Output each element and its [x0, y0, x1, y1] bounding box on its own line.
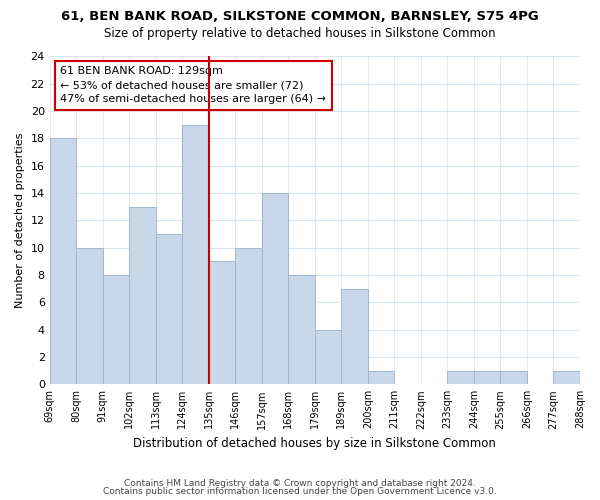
Bar — [129, 206, 156, 384]
Text: Contains public sector information licensed under the Open Government Licence v3: Contains public sector information licen… — [103, 487, 497, 496]
Bar — [368, 370, 394, 384]
Bar — [156, 234, 182, 384]
Bar — [76, 248, 103, 384]
Bar — [235, 248, 262, 384]
Bar — [289, 275, 315, 384]
Text: Size of property relative to detached houses in Silkstone Common: Size of property relative to detached ho… — [104, 28, 496, 40]
Text: Contains HM Land Registry data © Crown copyright and database right 2024.: Contains HM Land Registry data © Crown c… — [124, 478, 476, 488]
X-axis label: Distribution of detached houses by size in Silkstone Common: Distribution of detached houses by size … — [133, 437, 496, 450]
Bar — [182, 125, 209, 384]
Text: 61, BEN BANK ROAD, SILKSTONE COMMON, BARNSLEY, S75 4PG: 61, BEN BANK ROAD, SILKSTONE COMMON, BAR… — [61, 10, 539, 23]
Bar — [341, 288, 368, 384]
Y-axis label: Number of detached properties: Number of detached properties — [15, 132, 25, 308]
Bar — [209, 262, 235, 384]
Bar — [474, 370, 500, 384]
Text: 61 BEN BANK ROAD: 129sqm
← 53% of detached houses are smaller (72)
47% of semi-d: 61 BEN BANK ROAD: 129sqm ← 53% of detach… — [60, 66, 326, 104]
Bar — [448, 370, 474, 384]
Bar — [50, 138, 76, 384]
Bar — [103, 275, 129, 384]
Bar — [500, 370, 527, 384]
Bar — [553, 370, 580, 384]
Bar — [262, 193, 289, 384]
Bar — [315, 330, 341, 384]
